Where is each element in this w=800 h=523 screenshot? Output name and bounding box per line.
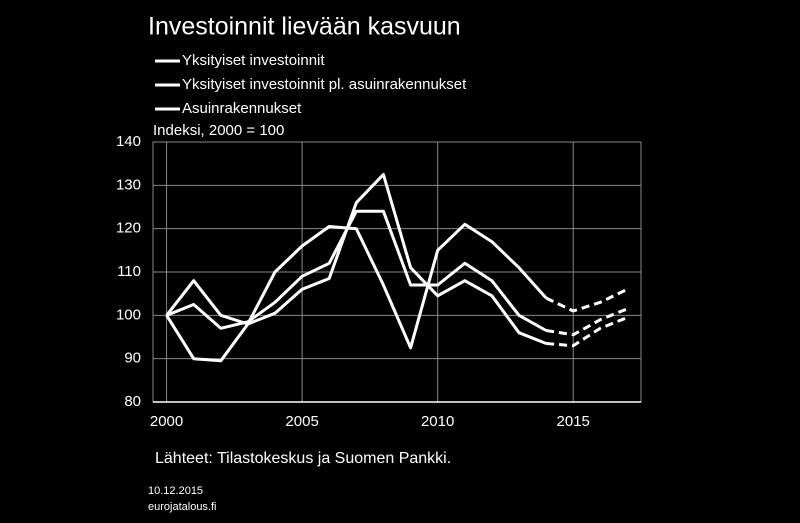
- line-forecast: [545, 307, 628, 337]
- chart-title: Investoinnit lievään kasvuun: [148, 13, 461, 41]
- legend-label: Asuinrakennukset: [182, 100, 302, 117]
- y-tick-label: 80: [124, 393, 141, 410]
- source: Lähteet: Tilastokeskus ja Suomen Pankki.: [155, 450, 451, 467]
- y-tick-label: 90: [124, 350, 141, 367]
- y-tick-label: 120: [116, 220, 141, 237]
- x-tick-label: 2015: [557, 413, 590, 430]
- y-tick-label: 110: [117, 263, 141, 280]
- x-tick-label: 2000: [150, 413, 183, 430]
- y-tick-label: 100: [116, 306, 141, 323]
- line: [165, 222, 548, 350]
- line: [165, 173, 547, 363]
- y-axis-label: Indeksi, 2000 = 100: [153, 122, 284, 139]
- date: 10.12.2015: [148, 485, 203, 497]
- legend-label: Yksityiset investoinnit: [182, 52, 325, 69]
- line-forecast: [545, 287, 629, 313]
- y-tick-label: 130: [116, 176, 141, 193]
- line-forecast: [545, 316, 628, 348]
- x-tick-label: 2005: [285, 413, 318, 430]
- y-tick-label: 140: [116, 133, 141, 150]
- line: [166, 209, 547, 332]
- x-tick-label: 2010: [421, 413, 454, 430]
- legend-label: Yksityiset investoinnit pl. asuinrakennu…: [182, 76, 467, 93]
- site: eurojatalous.fi: [148, 501, 217, 513]
